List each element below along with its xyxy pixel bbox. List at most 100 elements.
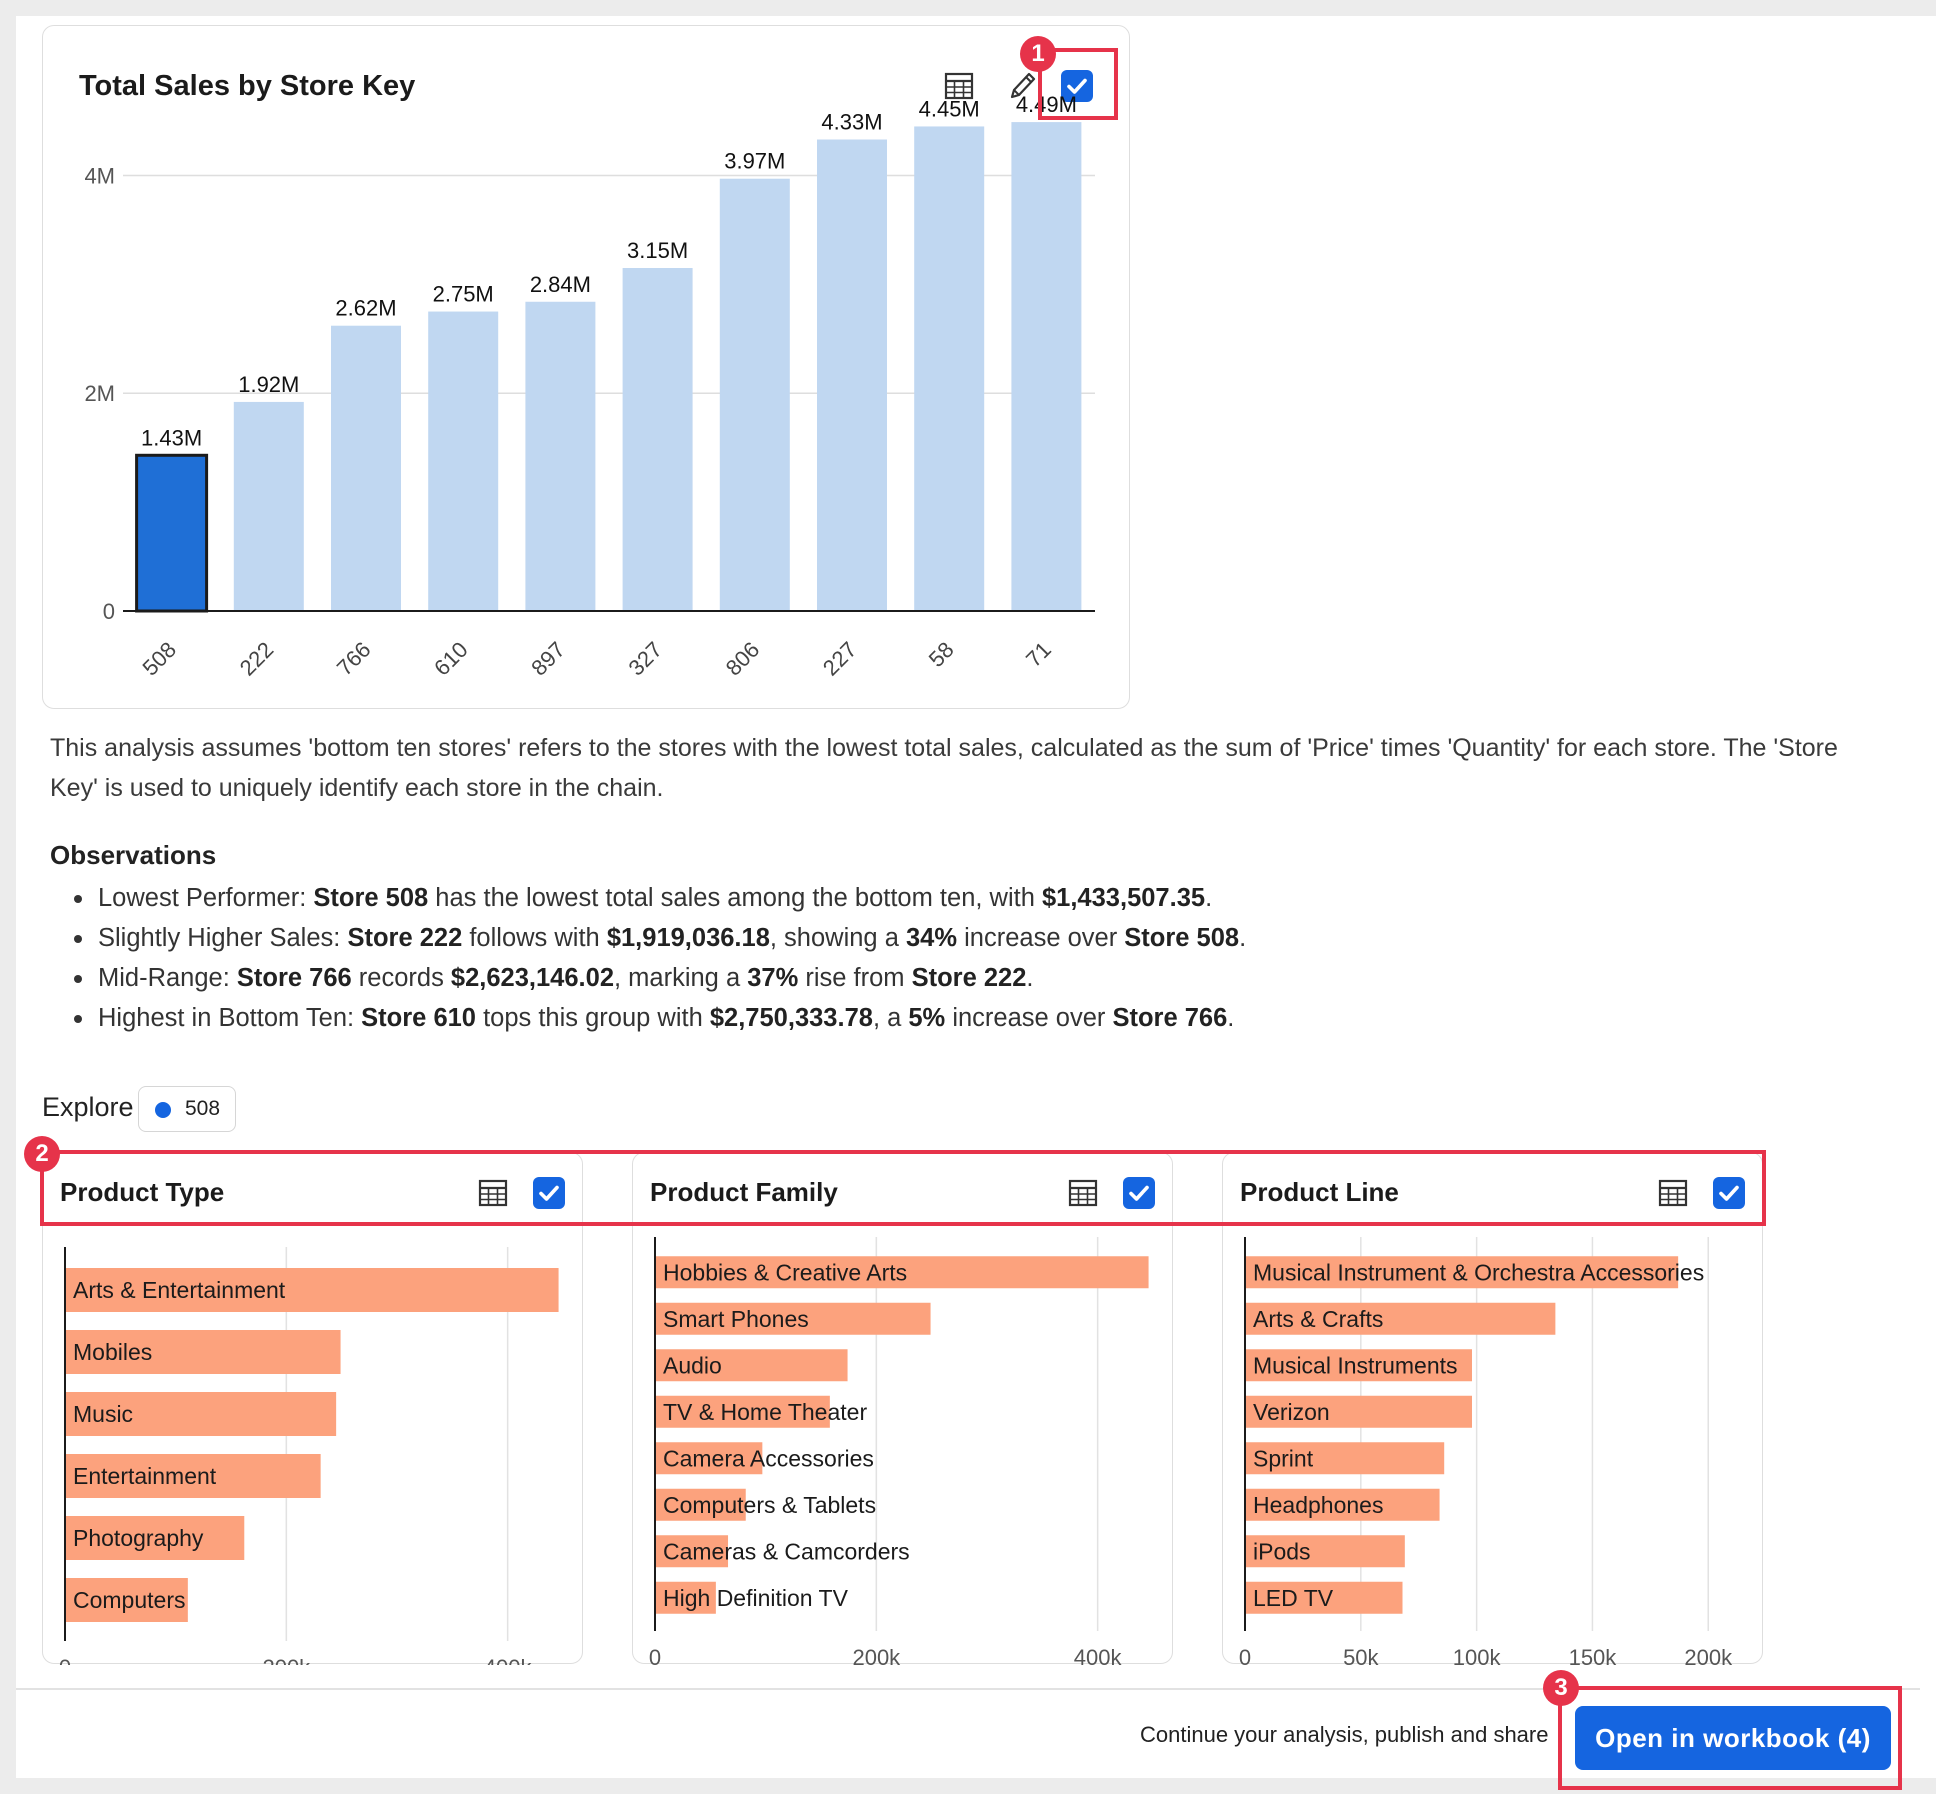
y-tick-label: 2M (84, 381, 115, 406)
x-tick-label: 610 (429, 637, 473, 681)
table-icon[interactable] (943, 70, 975, 102)
observation-item: Highest in Bottom Ten: Store 610 tops th… (74, 998, 1774, 1038)
x-tick-label: 508 (137, 637, 181, 681)
category-label: Arts & Entertainment (73, 1277, 286, 1303)
category-label: LED TV (1253, 1585, 1334, 1611)
annotation-badge-2: 2 (24, 1136, 60, 1172)
bar (1245, 1349, 1472, 1382)
x-tick-label: 227 (818, 637, 862, 681)
observations-list: Lowest Performer: Store 508 has the lowe… (74, 878, 1774, 1038)
data-label: 4.33M (821, 110, 882, 135)
main-chart-checkbox[interactable] (1061, 70, 1093, 102)
category-label: Computers & Tablets (663, 1492, 876, 1518)
data-label: 1.92M (238, 372, 299, 397)
x-tick-label: 327 (623, 637, 667, 681)
panel-title: Product Family (650, 1177, 838, 1207)
category-label: Cameras & Camcorders (663, 1538, 910, 1564)
bar (65, 1454, 321, 1498)
x-tick-label: 806 (721, 637, 765, 681)
bar (1245, 1395, 1472, 1428)
bar (914, 126, 985, 611)
bar (622, 268, 693, 611)
data-label: 2.62M (335, 296, 396, 321)
panel-checkbox[interactable] (1713, 1177, 1745, 1209)
x-tick-label: 100k (1453, 1645, 1502, 1665)
bar (1245, 1535, 1405, 1568)
product-type-bar-chart: 0 200k 400k Arts & Entertainment Mobiles Musi… (59, 1247, 559, 1665)
main-bar-chart: 0 2M 4M 1.43M 508 1.92M 222 2.62M 766 2.75M 610 2.8… (84, 92, 1095, 681)
footer-divider (16, 1688, 1920, 1690)
bar (817, 139, 887, 611)
x-tick-label: 766 (332, 637, 376, 681)
x-tick-label: 0 (649, 1645, 661, 1665)
bar (233, 401, 304, 611)
panel-product-line: Product Line 0 50k 100k 150k 200k Musical Ins… (1222, 1152, 1763, 1665)
panel-checkbox[interactable] (533, 1177, 565, 1209)
category-label: TV & Home Theater (663, 1399, 867, 1425)
product-family-bar-chart: 0 200k 400k Hobbies & Creative Arts Smart Ph… (649, 1237, 1149, 1665)
table-icon[interactable] (477, 1177, 509, 1209)
x-tick-label: 400k (484, 1655, 533, 1665)
category-label: iPods (1253, 1538, 1311, 1564)
bar (1011, 122, 1082, 611)
bar (428, 311, 499, 611)
annotation-badge-1: 1 (1020, 36, 1056, 72)
category-label: Audio (663, 1352, 722, 1378)
category-label: Mobiles (73, 1339, 152, 1365)
bar (65, 1392, 337, 1436)
bar (655, 1256, 1149, 1289)
pencil-icon[interactable] (1006, 69, 1038, 103)
footer-text: Continue your analysis, publish and shar… (1140, 1722, 1549, 1747)
open-in-workbook-button[interactable]: Open in workbook (4) (1575, 1706, 1891, 1770)
dot-icon (155, 1102, 171, 1118)
panel-checkbox[interactable] (1123, 1177, 1155, 1209)
category-label: Computers (73, 1587, 185, 1613)
product-line-bar-chart: 0 50k 100k 150k 200k Musical Instrument & Orc… (1239, 1237, 1733, 1665)
bar (135, 453, 209, 613)
y-tick-label: 0 (103, 599, 115, 624)
data-label: 3.15M (627, 238, 688, 263)
checkmark-icon (1067, 78, 1087, 94)
bar (655, 1349, 848, 1382)
x-tick-label: 0 (1239, 1645, 1251, 1665)
panel-title: Product Line (1240, 1177, 1399, 1207)
category-label: Hobbies & Creative Arts (663, 1259, 907, 1285)
bar (1245, 1488, 1440, 1521)
x-tick-label: 200k (1684, 1645, 1733, 1665)
x-tick-label: 150k (1569, 1645, 1618, 1665)
checkmark-icon (1129, 1185, 1149, 1201)
observation-item: Mid-Range: Store 766 records $2,623,146.… (74, 958, 1774, 998)
annotation-badge-3: 3 (1543, 1670, 1579, 1706)
bar (1245, 1581, 1403, 1614)
panel-product-type: Product Type 0 200k 400k Arts & Entertainme… (42, 1152, 583, 1665)
observations-heading: Observations (50, 840, 217, 870)
category-label: Sprint (1253, 1445, 1314, 1471)
x-tick-label: 71 (1021, 637, 1056, 672)
x-tick-label: 200k (262, 1655, 311, 1665)
observation-item: Slightly Higher Sales: Store 222 follows… (74, 918, 1774, 958)
x-tick-label: 50k (1343, 1645, 1379, 1665)
checkmark-icon (1719, 1185, 1739, 1201)
x-tick-label: 897 (526, 637, 570, 681)
x-tick-label: 58 (924, 637, 959, 672)
bar (65, 1330, 341, 1374)
y-tick-label: 4M (84, 163, 115, 188)
category-label: High Definition TV (663, 1585, 849, 1611)
explore-filter-chip[interactable]: 508 (138, 1086, 236, 1132)
panel-title: Product Type (60, 1177, 225, 1207)
main-chart-title: Total Sales by Store Key (79, 70, 416, 102)
observation-item: Lowest Performer: Store 508 has the lowe… (74, 878, 1774, 918)
main-chart-card: Total Sales by Store Key 0 2M 4M 1.43M 508 1.… (42, 25, 1130, 709)
bar (331, 325, 401, 611)
data-label: 4.49M (1016, 92, 1077, 117)
data-label: 4.45M (919, 96, 980, 121)
category-label: Musical Instruments (1253, 1352, 1458, 1378)
table-icon[interactable] (1657, 1177, 1689, 1209)
data-label: 2.84M (530, 272, 591, 297)
analysis-description: This analysis assumes 'bottom ten stores… (50, 734, 1838, 802)
data-label: 2.75M (433, 282, 494, 307)
explore-chip-value: 508 (185, 1097, 221, 1120)
bar (655, 1302, 931, 1335)
table-icon[interactable] (1067, 1177, 1099, 1209)
checkmark-icon (539, 1185, 559, 1201)
